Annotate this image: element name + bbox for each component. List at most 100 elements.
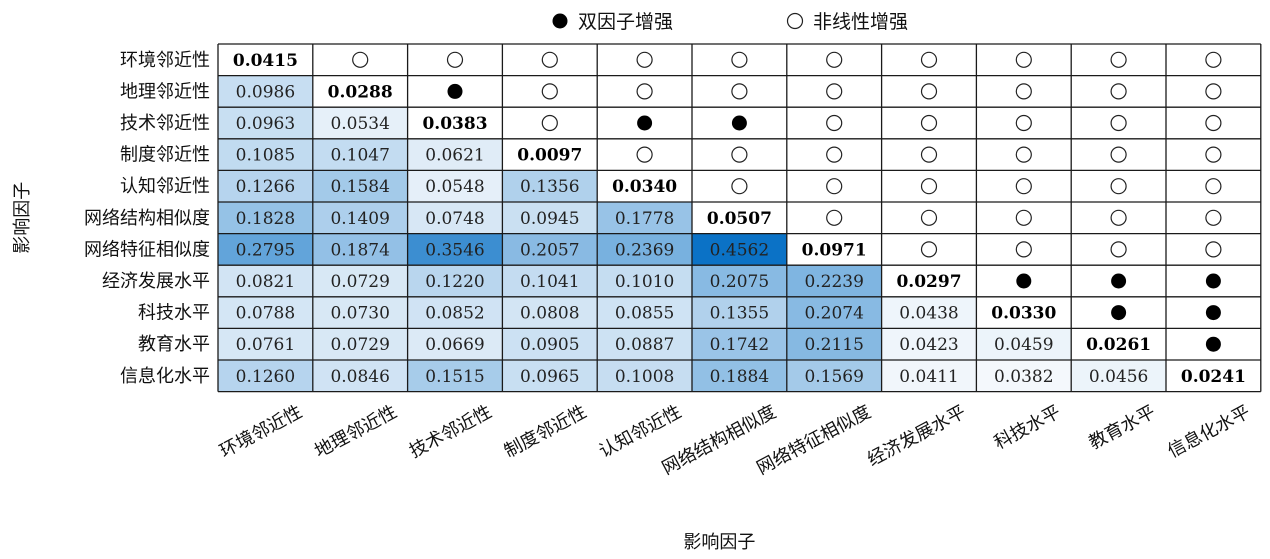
heatmap-cell [976,360,1072,392]
cell-value-label: 0.1041 [520,272,579,292]
upper-cell [1166,233,1261,266]
heatmap-cell [407,265,503,297]
heatmap-cell [218,296,313,329]
open-circle-icon [446,51,464,68]
open-circle-icon [1110,114,1127,132]
upper-cell [502,75,598,108]
heatmap-cell [218,328,313,360]
upper-cell [1071,138,1166,171]
heatmap-cell [407,296,503,329]
cell-value-label: 0.0748 [425,209,484,229]
diagonal-value-label: 0.0288 [328,82,393,102]
cell-value-label: 0.2795 [236,240,295,260]
upper-cell [1166,107,1261,139]
cell-value-label: 0.0438 [899,304,958,324]
open-circle-icon [1205,178,1222,195]
open-circle-icon [352,51,369,68]
cell-value-label: 0.1047 [330,146,389,166]
upper-cell [312,44,408,76]
upper-cell [881,202,977,234]
row-label: 网络结构相似度 [84,208,210,229]
open-circle-icon [731,146,748,163]
upper-cell [692,138,787,171]
upper-cell [1071,44,1166,76]
cell-value-label: 0.0534 [330,114,389,134]
diagonal-value-label: 0.0297 [896,272,961,292]
column-label: 环境邻近性 [216,401,305,462]
upper-cell [881,75,977,108]
cell-value-label: 0.2057 [520,240,579,260]
open-circle-icon [1015,146,1032,163]
open-circle-icon [1015,209,1032,226]
open-circle-icon [1015,83,1032,100]
upper-cell [976,138,1072,171]
cell-value-label: 0.0905 [520,335,579,355]
diagonal-value-label: 0.0383 [422,114,487,134]
heatmap-cell [786,296,882,329]
heatmap-cell [218,233,313,266]
heatmap-cell [218,265,313,297]
cell-value-label: 0.2074 [804,304,863,324]
heatmap-cell [312,202,408,234]
cell-value-label: 0.0621 [425,146,484,166]
heatmap-cell [502,328,598,360]
upper-cell [597,138,692,171]
open-circle-icon [541,51,558,68]
diagonal-value-label: 0.0261 [1086,335,1151,355]
cell-value-label: 0.1010 [615,272,674,292]
diagonal-cell [597,170,692,202]
row-label: 认知邻近性 [120,176,210,197]
diagonal-value-label: 0.0507 [707,209,772,229]
upper-cell [1166,44,1261,76]
heatmap-cell [786,360,882,392]
row-label: 经济发展水平 [102,271,210,292]
diagonal-value-label: 0.0415 [233,51,298,71]
cell-value-label: 0.0855 [615,304,674,324]
cell-value-label: 0.0852 [425,304,484,324]
open-circle-icon [541,114,558,132]
upper-cell [976,107,1072,139]
heatmap-cell [692,360,787,392]
open-circle-icon [1205,51,1222,68]
diagonal-value-label: 0.0097 [517,146,582,166]
cell-value-label: 0.0382 [994,367,1053,387]
heatmap-cell [597,265,692,297]
filled-circle-icon [637,115,653,131]
heatmap-cell [1071,360,1166,392]
diagonal-cell [692,202,787,234]
diagonal-cell [312,75,408,108]
diagonal-value-label: 0.0241 [1181,367,1246,387]
heatmap-cell [692,233,787,266]
cell-value-label: 0.0887 [615,335,674,355]
heatmap-cell [502,296,598,329]
heatmap-cell [407,328,503,360]
cell-value-label: 0.1742 [710,335,769,355]
upper-cell [1071,75,1166,108]
open-circle-icon [731,51,748,68]
upper-cell [1166,202,1261,234]
y-axis-title: 影响因子 [12,182,33,254]
cell-value-label: 0.0761 [236,335,295,355]
upper-cell [407,44,503,76]
row-label: 地理邻近性 [120,81,210,102]
upper-cell [1071,107,1166,139]
upper-cell [881,138,977,171]
cell-value-label: 0.1778 [615,209,674,229]
diagonal-cell [218,44,313,76]
filled-circle-icon [1016,273,1032,289]
heatmap-cell [976,328,1072,360]
open-circle-icon [920,146,938,163]
filled-circle-icon [731,115,747,131]
upper-cell [786,44,882,76]
upper-cell [786,138,882,171]
upper-cell [976,170,1072,202]
column-label: 技术邻近性 [406,401,495,462]
column-label: 教育水平 [1086,401,1159,453]
upper-cell [1071,170,1166,202]
heatmap-cell [597,328,692,360]
heatmap-cell [218,75,313,108]
heatmap-cell [218,107,313,139]
row-label: 技术邻近性 [120,113,210,134]
diagonal-value-label: 0.0971 [802,240,867,260]
upper-cell [1071,202,1166,234]
